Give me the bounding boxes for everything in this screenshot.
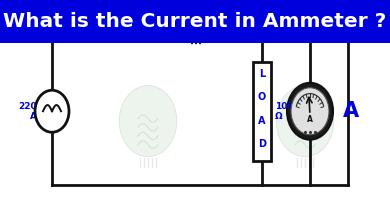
Text: 100
Ω: 100 Ω: [275, 102, 294, 121]
Text: 220V
AC: 220V AC: [18, 102, 44, 121]
Circle shape: [287, 83, 333, 140]
Text: D: D: [258, 139, 266, 149]
Bar: [253, 62, 271, 161]
Text: A: A: [258, 116, 266, 126]
Text: What is the Current in Ammeter ?: What is the Current in Ammeter ?: [4, 12, 386, 31]
Text: www.electricaltechnology.org: www.electricaltechnology.org: [128, 9, 262, 18]
Circle shape: [119, 86, 177, 157]
Text: A: A: [343, 101, 359, 121]
Text: L: L: [259, 69, 265, 79]
Circle shape: [35, 90, 69, 132]
Text: O: O: [258, 92, 266, 103]
Circle shape: [276, 86, 334, 157]
Text: Fuse: Fuse: [184, 18, 208, 27]
Text: Swicth
(Close): Swicth (Close): [113, 10, 147, 30]
Circle shape: [291, 88, 329, 135]
Text: A: A: [307, 115, 313, 124]
